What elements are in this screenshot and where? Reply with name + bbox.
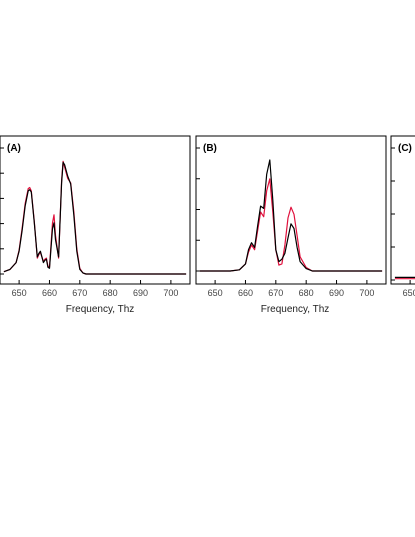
series-line-black [199,159,383,272]
panel-b-x-ticks: 650 660 670 680 690 700 [208,280,374,298]
x-tick-label: 650 [208,288,223,298]
x-tick-label: 660 [238,288,253,298]
panel-b-y-ticks [196,147,200,272]
panel-b-xlabel: Frequency, Thz [261,304,330,315]
panel-a: 650 660 670 680 690 700 (A) Frequency, Thz [0,135,191,315]
x-tick-label: 700 [163,288,178,298]
x-tick-label: 650 [12,288,27,298]
panel-c-frame [390,135,415,285]
x-tick-label: 650 [403,288,415,298]
x-tick-label: 680 [299,288,314,298]
panel-a-frame [0,135,191,285]
panel-c-label: (C) [398,143,412,154]
panel-c: 650 (C) [390,135,415,298]
panel-a-label: (A) [7,143,21,154]
panel-a-xlabel: Frequency, Thz [66,304,135,315]
panel-b-series [199,159,383,272]
panel-c-y-ticks [391,147,395,281]
panel-b: 650 660 670 680 690 700 (B) Frequency, Thz [195,135,387,315]
panel-a-y-ticks [0,147,4,275]
x-tick-label: 690 [329,288,344,298]
series-line-black [3,161,187,275]
x-tick-label: 680 [103,288,118,298]
x-tick-label: 690 [133,288,148,298]
x-tick-label: 660 [42,288,57,298]
x-tick-label: 670 [72,288,87,298]
panel-b-frame [195,135,387,285]
panel-c-series [394,276,415,280]
x-tick-label: 700 [359,288,374,298]
panel-a-x-ticks: 650 660 670 680 690 700 [12,280,178,298]
panel-a-series [3,160,187,275]
series-line-red [3,160,187,275]
panel-b-label: (B) [203,143,217,154]
x-tick-label: 670 [268,288,283,298]
panel-c-x-ticks: 650 [403,280,415,298]
